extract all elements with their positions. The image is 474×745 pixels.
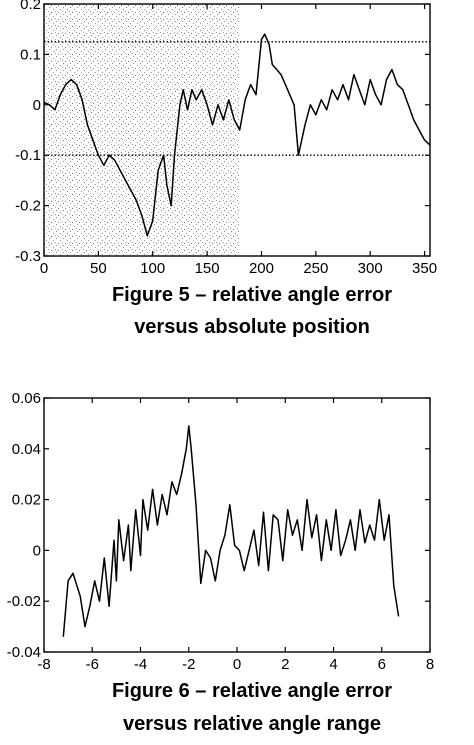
x-tick-label: 0	[40, 260, 48, 277]
x-tick-label: 4	[329, 656, 337, 673]
plot-frame	[43, 397, 431, 653]
plot-frame	[43, 3, 431, 257]
x-tick-label: 8	[426, 656, 434, 673]
x-tick-label: 100	[140, 260, 165, 277]
chart-relative-error-vs-angle-range: -8 -6 -4 -2 0 2 4 6 8 0.06 0.04 0.02 0 -0.02 -0.04 Figu…	[7, 390, 434, 735]
chart-relative-error-vs-position: 0 50 100 150 200 250 300 350 0.2 0.1 0 -0.1 -0.2 -0.3…	[15, 0, 437, 338]
x-tick-label: 150	[195, 260, 220, 277]
x-tick-label: -4	[134, 656, 147, 673]
y-tick-label: 0.04	[12, 441, 41, 458]
y-tick-label: -0.3	[15, 248, 41, 265]
y-tick-label: 0.06	[12, 390, 41, 407]
y-tick-label: -0.02	[7, 593, 41, 610]
y-tick-label: -0.04	[7, 644, 41, 661]
x-tick-label: 200	[249, 260, 274, 277]
series-line-0	[43, 33, 431, 237]
x-tick-label: 300	[358, 260, 383, 277]
figure-caption-title: Figure 6 – relative angle error	[112, 680, 392, 702]
x-tick-label: 6	[378, 656, 386, 673]
x-tick-label: -8	[37, 656, 50, 673]
y-tick-label: 0.2	[20, 0, 41, 13]
figure-caption-subtitle: versus absolute position	[134, 316, 370, 338]
y-tick-label: 0	[33, 97, 41, 114]
y-tick-label: 0.02	[12, 492, 41, 509]
x-tick-label: -2	[182, 656, 195, 673]
x-tick-label: 250	[303, 260, 328, 277]
y-tick-label: 0.1	[20, 46, 41, 63]
series-line-0	[62, 425, 400, 637]
figure-caption-subtitle: versus relative angle range	[123, 713, 381, 735]
x-tick-label: 50	[90, 260, 107, 277]
x-tick-label: 2	[281, 656, 289, 673]
figure-caption-title: Figure 5 – relative angle error	[112, 284, 392, 306]
x-tick-label: 0	[233, 656, 241, 673]
y-tick-label: 0	[33, 542, 41, 559]
y-tick-label: -0.2	[15, 198, 41, 215]
y-tick-label: -0.1	[15, 147, 41, 164]
x-tick-label: 350	[412, 260, 437, 277]
x-tick-label: -6	[86, 656, 99, 673]
